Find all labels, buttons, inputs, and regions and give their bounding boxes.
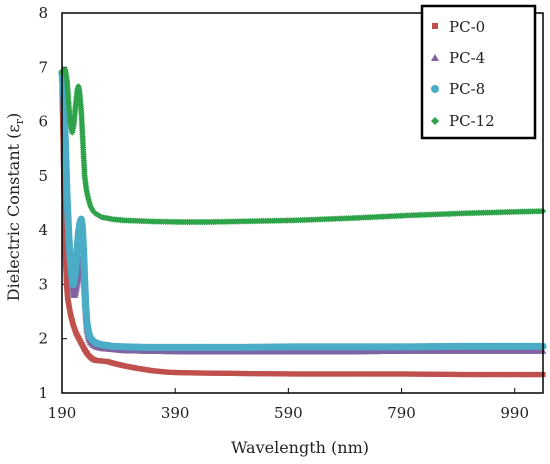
plot-area-frame: [61, 12, 544, 394]
legend: PC-0 PC-4 PC-8 PC-12: [420, 4, 537, 140]
legend-marker-pc-8: [431, 85, 439, 93]
y-tick-label: 8: [38, 4, 48, 22]
x-axis-ticks: 190 390 590 790 990: [48, 388, 529, 422]
y-tick-label: 2: [38, 330, 48, 348]
legend-marker-pc-12: [431, 117, 439, 125]
legend-label-pc-4: PC-4: [449, 49, 485, 67]
x-axis-title: Wavelength (nm): [231, 438, 369, 457]
y-tick-label: 6: [38, 113, 48, 131]
legend-item-pc-8: PC-8: [431, 80, 485, 98]
legend-item-pc-4: PC-4: [431, 49, 485, 67]
y-tick-label: 7: [38, 58, 48, 76]
x-tick-label: 390: [161, 404, 190, 422]
legend-item-pc-0: PC-0: [432, 18, 485, 36]
x-tick-label: 990: [500, 404, 529, 422]
x-tick-label: 190: [48, 404, 77, 422]
y-axis-title-close: ): [4, 113, 23, 119]
series-pc-12: [58, 66, 547, 226]
legend-marker-pc-0: [432, 23, 438, 29]
series-layer: [58, 66, 547, 378]
legend-item-pc-12: PC-12: [431, 112, 495, 130]
y-tick-label: 1: [38, 384, 48, 402]
y-tick-label: 4: [38, 221, 48, 239]
x-tick-label: 790: [387, 404, 416, 422]
legend-marker-pc-4: [431, 54, 439, 61]
legend-box: [420, 4, 537, 140]
y-tick-label: 5: [38, 167, 48, 185]
y-tick-label: 3: [38, 275, 48, 293]
y-axis-title: Dielectric Constant (εr): [4, 113, 26, 301]
x-tick-label: 590: [274, 404, 303, 422]
legend-label-pc-12: PC-12: [449, 112, 495, 130]
legend-label-pc-0: PC-0: [449, 18, 485, 36]
legend-label-pc-8: PC-8: [449, 80, 485, 98]
y-axis-title-subscript: r: [13, 118, 26, 124]
